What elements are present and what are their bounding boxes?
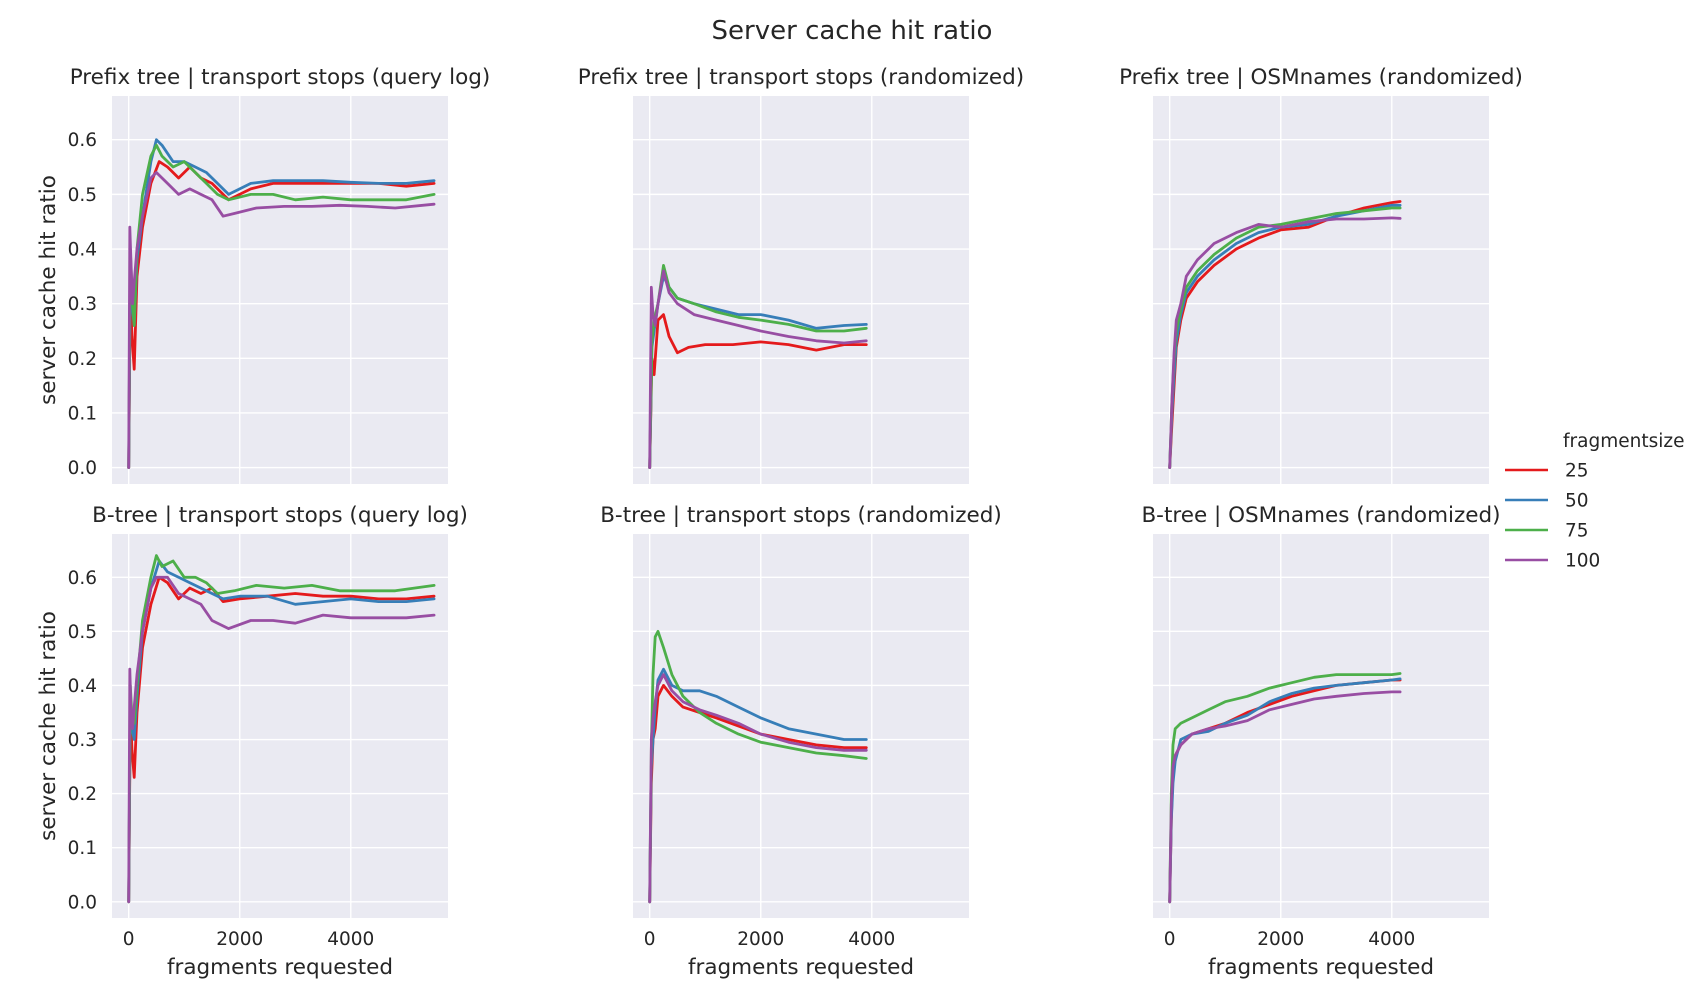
y-axis-label: server cache hit ratio [36, 175, 61, 405]
series-line-75 [1168, 672, 1402, 904]
panel-4: B-tree | transport stops (randomized) 0 20… [600, 503, 1002, 980]
x-axis-label: fragments requested [1208, 955, 1434, 980]
series-line-100 [648, 269, 868, 469]
y-tick-label: 0.3 [68, 730, 97, 751]
panel-title: B-tree | transport stops (randomized) [600, 503, 1002, 528]
y-tick-label: 0.0 [68, 892, 97, 913]
legend-label-75: 75 [1565, 521, 1589, 542]
panel-1: Prefix tree | transport stops (randomize… [578, 65, 1024, 484]
panel-3: B-tree | transport stops (query log) 0.0 0… [36, 503, 468, 980]
plot-area [1153, 96, 1489, 484]
series-line-100 [1168, 690, 1402, 904]
series-line-25 [127, 575, 436, 904]
x-tick-label: 2000 [1257, 929, 1304, 950]
series-line-100 [127, 575, 436, 904]
chart-title: Server cache hit ratio [712, 16, 993, 46]
plot-area [633, 96, 969, 484]
panel-title: B-tree | OSMnames (randomized) [1141, 503, 1500, 528]
legend-label-25: 25 [1565, 461, 1589, 482]
x-tick-label: 0 [644, 929, 656, 950]
x-tick-label: 2000 [737, 929, 784, 950]
panel-title: Prefix tree | transport stops (query log… [70, 65, 491, 90]
legend-label-50: 50 [1565, 491, 1589, 512]
plot-area [1153, 534, 1489, 918]
x-tick-label: 0 [1164, 929, 1176, 950]
series-line-25 [648, 313, 868, 469]
y-tick-label: 0.4 [68, 240, 97, 261]
series-line-100 [127, 171, 436, 469]
y-axis-label: server cache hit ratio [36, 611, 61, 841]
panel-title: B-tree | transport stops (query log) [92, 503, 468, 528]
x-axis-label: fragments requested [688, 955, 914, 980]
y-tick-label: 0.2 [68, 349, 97, 370]
y-tick-label: 0.6 [68, 568, 97, 589]
series-line-100 [648, 673, 868, 904]
legend-title: fragmentsize [1563, 431, 1684, 452]
panels: Prefix tree | transport stops (query log… [36, 65, 1523, 980]
series-line-100 [1168, 216, 1402, 469]
y-tick-label: 0.5 [68, 185, 97, 206]
x-tick-label: 4000 [327, 929, 374, 950]
x-axis-label: fragments requested [167, 955, 393, 980]
y-tick-label: 0.2 [68, 784, 97, 805]
x-tick-label: 0 [123, 929, 135, 950]
x-tick-label: 4000 [848, 929, 895, 950]
x-tick-label: 4000 [1368, 929, 1415, 950]
panel-5: B-tree | OSMnames (randomized) 0 2000 4000 f… [1141, 503, 1500, 980]
y-tick-label: 0.6 [68, 130, 97, 151]
y-tick-label: 0.5 [68, 622, 97, 643]
panel-0: Prefix tree | transport stops (query log… [36, 65, 490, 484]
panel-2: Prefix tree | OSMnames (randomized) [1119, 65, 1523, 484]
panel-title: Prefix tree | OSMnames (randomized) [1119, 65, 1523, 90]
x-tick-label: 2000 [216, 929, 263, 950]
series-line-50 [648, 667, 868, 904]
y-tick-label: 0.3 [68, 294, 97, 315]
y-tick-label: 0.1 [68, 403, 97, 424]
plot-area [633, 534, 969, 918]
y-tick-label: 0.0 [68, 458, 97, 479]
legend: fragmentsize 25 50 75 100 [1505, 431, 1684, 572]
panel-title: Prefix tree | transport stops (randomize… [578, 65, 1024, 90]
legend-label-100: 100 [1565, 551, 1600, 572]
y-tick-label: 0.4 [68, 676, 97, 697]
y-tick-label: 0.1 [68, 838, 97, 859]
